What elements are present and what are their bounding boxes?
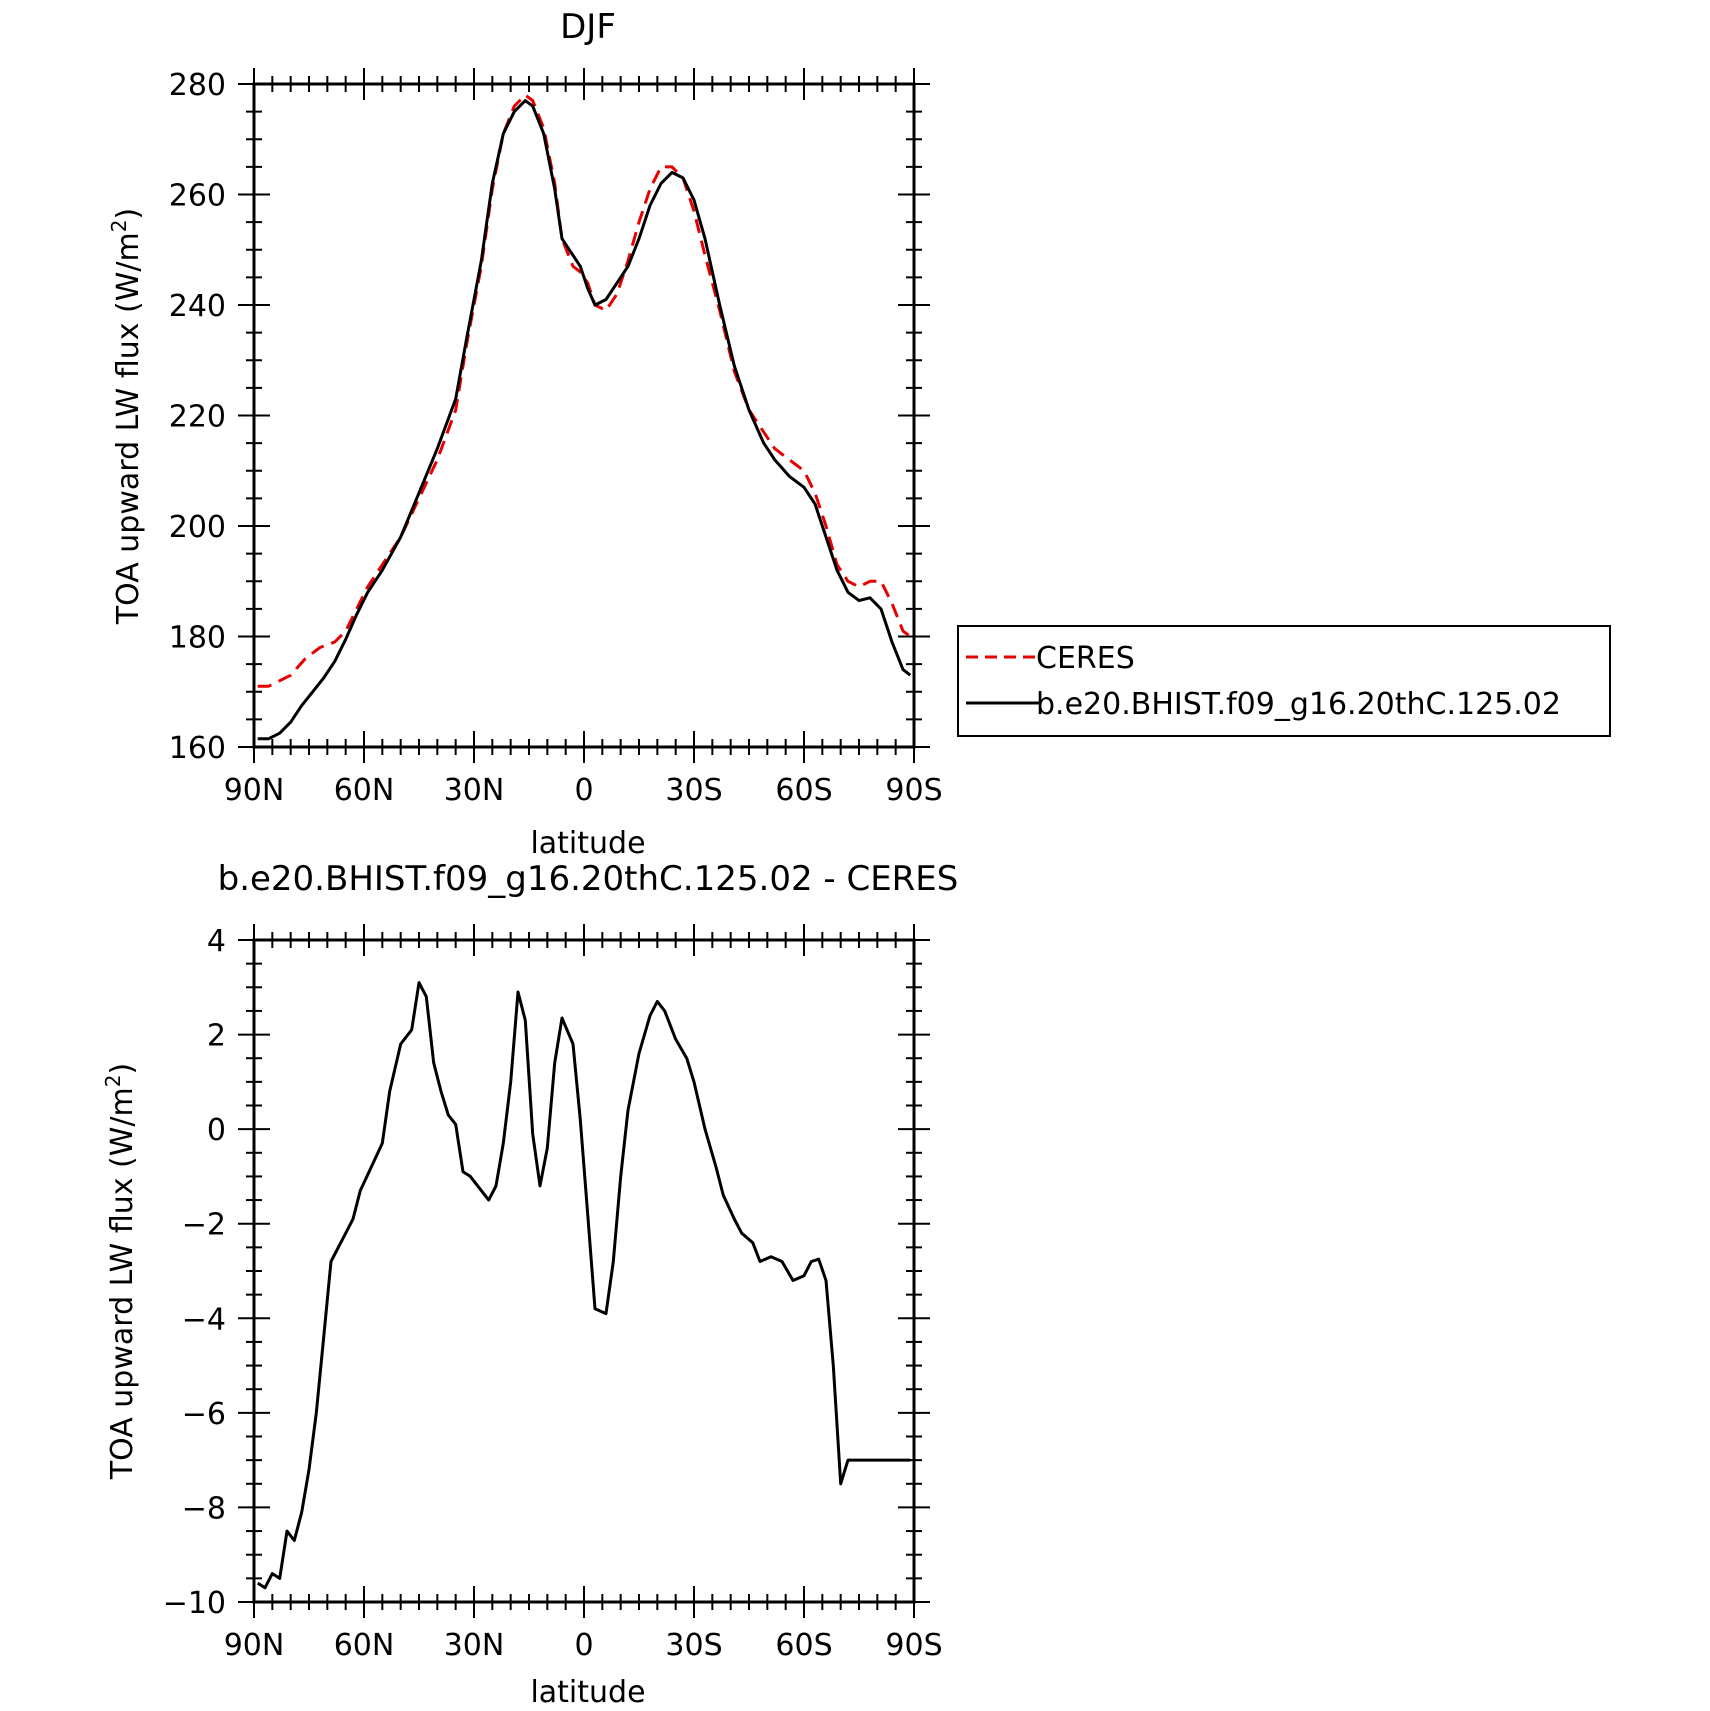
bottom-panel: b.e20.BHIST.f09_g16.20thC.125.02 - CERES… — [101, 859, 958, 1706]
x-tick-label: 60S — [775, 1628, 832, 1663]
x-tick-label: 90N — [224, 773, 285, 808]
top-panel: DJF 90N 60N 30N 0 30S 60S 90S 160 180 200 220 240 26… — [107, 7, 1610, 861]
x-tick-label: 90S — [885, 773, 942, 808]
x-tick-label: 30S — [665, 773, 722, 808]
y-tick-label: 260 — [169, 179, 226, 214]
top-plot-frame — [254, 84, 914, 747]
x-tick-label: 30N — [444, 773, 505, 808]
y-tick-label: 160 — [169, 731, 226, 766]
y-tick-label: 0 — [207, 1113, 226, 1148]
series-line-model — [258, 101, 911, 739]
top-x-axis-title: latitude — [530, 826, 645, 861]
bottom-x-axis-title: latitude — [530, 1675, 645, 1706]
x-tick-label: 90N — [224, 1628, 285, 1663]
y-tick-label: 280 — [169, 68, 226, 103]
y-tick-label: 180 — [169, 621, 226, 656]
y-tick-label: 200 — [169, 510, 226, 545]
bottom-y-axis-title-sup: 2 — [101, 1075, 125, 1088]
x-tick-label: 30S — [665, 1628, 722, 1663]
bottom-y-axis-title: TOA upward LW flux (W/m2) — [101, 1063, 140, 1480]
y-tick-label: 4 — [207, 924, 226, 959]
top-y-axis-title-sup: 2 — [107, 220, 131, 233]
x-tick-label: 60N — [334, 773, 395, 808]
y-tick-label: 220 — [169, 400, 226, 435]
y-tick-label: −8 — [182, 1491, 226, 1526]
x-tick-label: 30N — [444, 1628, 505, 1663]
top-y-axis-title: TOA upward LW flux (W/m2) — [107, 208, 146, 625]
top-y-axis-title-end: ) — [111, 208, 146, 220]
x-tick-label: 0 — [574, 1628, 593, 1663]
bottom-series-group — [258, 983, 911, 1588]
y-tick-label: −2 — [182, 1208, 226, 1243]
legend: CERES b.e20.BHIST.f09_g16.20thC.125.02 — [958, 626, 1610, 736]
bottom-y-axis-title-main: TOA upward LW flux (W/m — [105, 1087, 140, 1480]
bottom-y-axis-title-end: ) — [105, 1063, 140, 1075]
y-tick-label: 240 — [169, 289, 226, 324]
x-tick-label: 60S — [775, 773, 832, 808]
x-tick-label: 90S — [885, 1628, 942, 1663]
top-plot-title: DJF — [560, 7, 616, 47]
series-line-ceres — [258, 95, 911, 686]
x-tick-label: 60N — [334, 1628, 395, 1663]
top-y-axis-title-main: TOA upward LW flux (W/m — [111, 232, 146, 625]
series-line-model — [258, 983, 911, 1588]
top-series-group — [258, 95, 911, 739]
y-tick-label: 2 — [207, 1019, 226, 1054]
y-tick-label: −6 — [182, 1397, 226, 1432]
y-tick-label: −10 — [163, 1586, 226, 1621]
legend-label-ceres: CERES — [1036, 641, 1135, 676]
bottom-plot-title: b.e20.BHIST.f09_g16.20thC.125.02 - CERES — [218, 859, 959, 899]
bottom-plot-frame — [254, 940, 914, 1602]
y-tick-label: −4 — [182, 1302, 226, 1337]
legend-label-model: b.e20.BHIST.f09_g16.20thC.125.02 — [1036, 687, 1561, 722]
x-tick-label: 0 — [574, 773, 593, 808]
top-tick-group: 90N 60N 30N 0 30S 60S 90S 160 180 200 220 240 260 280 — [169, 68, 943, 808]
